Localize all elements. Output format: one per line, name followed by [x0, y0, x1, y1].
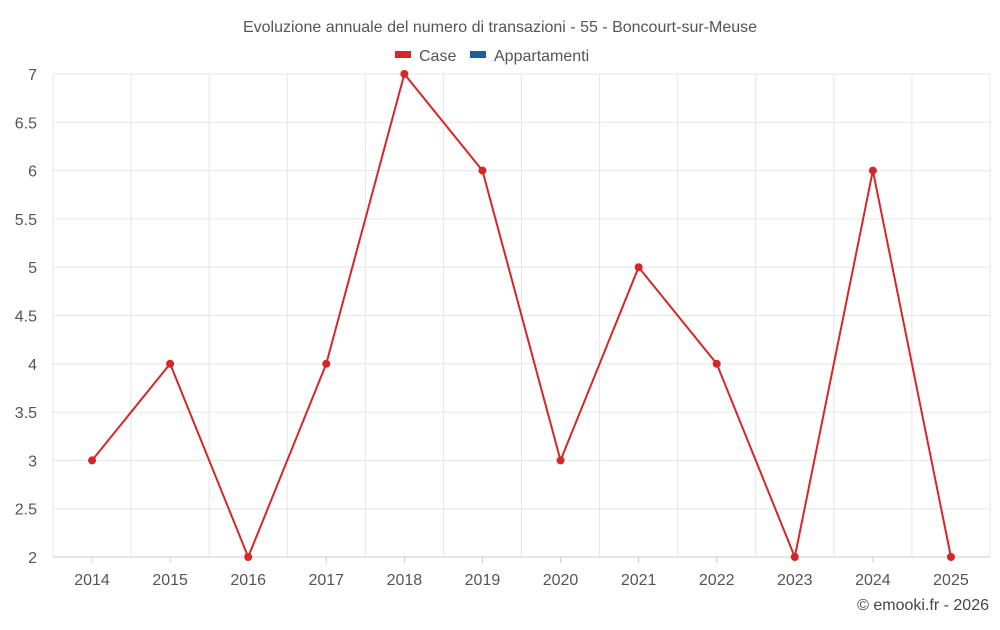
data-point[interactable] — [244, 553, 253, 561]
legend-swatch-appartamenti — [470, 51, 486, 58]
x-tick-label: 2016 — [230, 572, 266, 589]
y-tick-label: 6 — [28, 164, 37, 181]
x-axis: 2014 2015 2016 2017 2018 2019 2020 2021 2022 2023… — [53, 556, 990, 589]
data-point[interactable] — [946, 553, 955, 561]
x-tick-label: 2014 — [74, 572, 110, 589]
legend-item-case[interactable]: Case — [395, 48, 456, 65]
x-tick-label: 2023 — [777, 572, 813, 589]
x-tick-label: 2020 — [543, 572, 579, 589]
data-point[interactable] — [712, 359, 721, 368]
legend-swatch-case — [395, 51, 411, 58]
data-point[interactable] — [400, 70, 409, 78]
data-point[interactable] — [322, 359, 331, 368]
x-tick-label: 2019 — [465, 572, 501, 589]
data-point[interactable] — [166, 359, 175, 368]
y-tick-label: 7 — [28, 67, 37, 84]
data-point[interactable] — [478, 166, 487, 175]
y-tick-label: 2.5 — [15, 502, 37, 519]
legend-item-appartamenti[interactable]: Appartamenti — [470, 48, 589, 65]
y-tick-label: 5 — [28, 260, 37, 277]
y-tick-label: 6.5 — [15, 115, 37, 132]
data-point[interactable] — [556, 456, 565, 465]
x-tick-label: 2018 — [387, 572, 423, 589]
series-line-case — [91, 73, 952, 558]
y-tick-label: 2 — [28, 550, 37, 567]
y-axis: 2 2.5 3 3.5 4 4.5 5 5.5 6 6.5 7 — [15, 67, 37, 567]
y-tick-label: 3.5 — [15, 405, 37, 422]
x-tick-label: 2022 — [699, 572, 735, 589]
y-tick-label: 4 — [28, 357, 37, 374]
x-tick-label: 2017 — [308, 572, 344, 589]
y-tick-label: 3 — [28, 453, 37, 470]
x-tick-label: 2025 — [933, 572, 969, 589]
x-tick-label: 2021 — [621, 572, 657, 589]
data-point[interactable] — [868, 166, 877, 175]
y-tick-label: 4.5 — [15, 309, 37, 326]
footer-credit: © emooki.fr - 2026 — [857, 597, 989, 614]
series-layer — [88, 70, 955, 561]
data-point[interactable] — [88, 456, 97, 465]
data-point[interactable] — [634, 263, 643, 272]
legend-label-appartamenti: Appartamenti — [494, 48, 589, 65]
legend-label-case: Case — [419, 48, 456, 65]
x-tick-label: 2015 — [152, 572, 188, 589]
y-tick-label: 5.5 — [15, 212, 37, 229]
legend: Case Appartamenti — [395, 48, 589, 65]
x-tick-label: 2024 — [855, 572, 891, 589]
data-point[interactable] — [790, 553, 799, 561]
chart-title: Evoluzione annuale del numero di transaz… — [243, 19, 757, 36]
